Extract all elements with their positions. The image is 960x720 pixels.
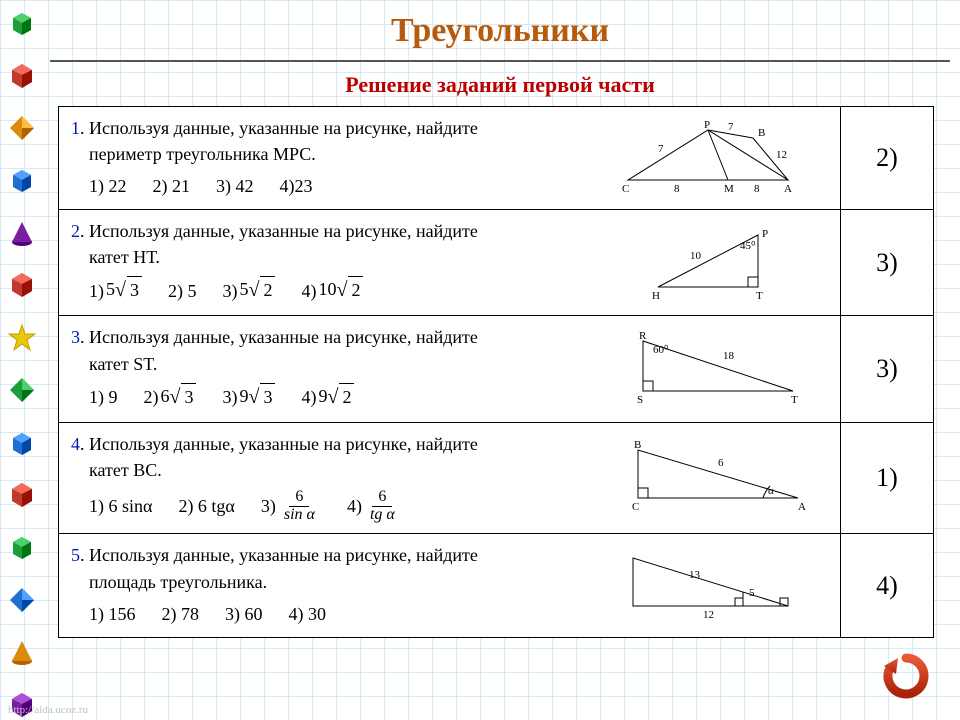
svg-text:12: 12 xyxy=(776,149,787,161)
svg-text:М: М xyxy=(724,183,734,195)
table-row: 1. Используя данные, указанные на рисунк… xyxy=(59,107,933,210)
svg-text:8: 8 xyxy=(674,183,680,195)
svg-text:60⁰: 60⁰ xyxy=(653,344,669,356)
page-title: Треугольники xyxy=(50,12,950,50)
sidebar-shape-icon xyxy=(6,532,38,562)
question-cell: 1. Используя данные, указанные на рисунк… xyxy=(59,107,841,209)
question-diagram: В С А 6 α xyxy=(598,431,828,524)
answer-cell: 4) xyxy=(841,534,933,636)
svg-text:13: 13 xyxy=(689,569,701,581)
svg-text:7: 7 xyxy=(658,143,664,155)
question-cell: 5. Используя данные, указанные на рисунк… xyxy=(59,534,841,636)
svg-text:T: T xyxy=(791,394,798,406)
svg-text:12: 12 xyxy=(703,609,714,621)
table-row: 3. Используя данные, указанные на рисунк… xyxy=(59,316,933,422)
sidebar-shape-icon xyxy=(6,585,38,615)
sidebar-shape-icon xyxy=(6,637,38,667)
svg-text:5: 5 xyxy=(749,587,755,599)
question-diagram: R S T 60⁰ 18 xyxy=(598,324,828,411)
watermark: http://aida.ucoz.ru xyxy=(8,704,88,716)
svg-text:А: А xyxy=(798,501,806,513)
svg-text:45⁰: 45⁰ xyxy=(740,240,756,252)
answer-options: 1) 5√32) 53) 5√24) 10√2 xyxy=(71,276,598,305)
svg-text:Т: Т xyxy=(756,290,763,302)
svg-text:Р: Р xyxy=(704,119,710,131)
svg-text:Н: Н xyxy=(652,290,660,302)
question-text: 4. Используя данные, указанные на рисунк… xyxy=(71,431,598,524)
answer-cell: 3) xyxy=(841,210,933,315)
question-diagram: Н Т Р 10 45⁰ xyxy=(598,218,828,305)
svg-text:18: 18 xyxy=(723,350,735,362)
answer-options: 1) 1562) 783) 604) 30 xyxy=(71,601,598,627)
question-cell: 2. Используя данные, указанные на рисунк… xyxy=(59,210,841,315)
question-cell: 3. Используя данные, указанные на рисунк… xyxy=(59,316,841,421)
answer-options: 1) 92) 6√33) 9√34) 9√2 xyxy=(71,383,598,412)
questions-table: 1. Используя данные, указанные на рисунк… xyxy=(58,106,934,638)
answer-cell: 2) xyxy=(841,107,933,209)
sidebar-shape-icon xyxy=(6,375,38,405)
answer-cell: 1) xyxy=(841,423,933,534)
table-row: 2. Используя данные, указанные на рисунк… xyxy=(59,210,933,316)
svg-text:Р: Р xyxy=(762,228,768,240)
answer-options: 1) 6 sinα2) 6 tgα3) 6sin α4) 6tg α xyxy=(71,489,598,524)
title-rule xyxy=(50,60,950,62)
svg-text:В: В xyxy=(758,127,765,139)
svg-text:S: S xyxy=(637,394,643,406)
svg-text:С: С xyxy=(622,183,629,195)
svg-text:R: R xyxy=(639,330,647,342)
svg-text:8: 8 xyxy=(754,183,760,195)
answer-cell: 3) xyxy=(841,316,933,421)
question-diagram: 13 5 12 xyxy=(598,542,828,626)
sidebar-shape-icon xyxy=(6,218,38,248)
svg-text:6: 6 xyxy=(718,457,724,469)
reload-icon[interactable] xyxy=(882,652,930,700)
question-text: 3. Используя данные, указанные на рисунк… xyxy=(71,324,598,411)
answer-options: 1) 222) 213) 424)23 xyxy=(71,173,598,199)
sidebar-shape-icon xyxy=(6,60,38,90)
sidebar-shape-icon xyxy=(6,480,38,510)
sidebar-shape-icon xyxy=(6,165,38,195)
svg-text:А: А xyxy=(784,183,792,195)
table-row: 4. Используя данные, указанные на рисунк… xyxy=(59,423,933,535)
question-text: 5. Используя данные, указанные на рисунк… xyxy=(71,542,598,626)
question-text: 1. Используя данные, указанные на рисунк… xyxy=(71,115,598,199)
sidebar-shape-icon xyxy=(6,8,38,38)
question-diagram: Р В С М А 7 12 7 8 8 xyxy=(598,115,828,199)
sidebar-shape-icon xyxy=(6,113,38,143)
svg-text:В: В xyxy=(634,439,641,451)
sidebar-shape-icon xyxy=(6,270,38,300)
sidebar-shape-icon xyxy=(6,323,38,353)
svg-text:7: 7 xyxy=(728,121,734,133)
svg-text:10: 10 xyxy=(690,250,702,262)
page-subtitle: Решение заданий первой части xyxy=(50,72,950,98)
question-cell: 4. Используя данные, указанные на рисунк… xyxy=(59,423,841,534)
table-row: 5. Используя данные, указанные на рисунк… xyxy=(59,534,933,636)
svg-text:С: С xyxy=(632,501,639,513)
decorative-sidebar xyxy=(0,0,44,720)
sidebar-shape-icon xyxy=(6,427,38,457)
question-text: 2. Используя данные, указанные на рисунк… xyxy=(71,218,598,305)
